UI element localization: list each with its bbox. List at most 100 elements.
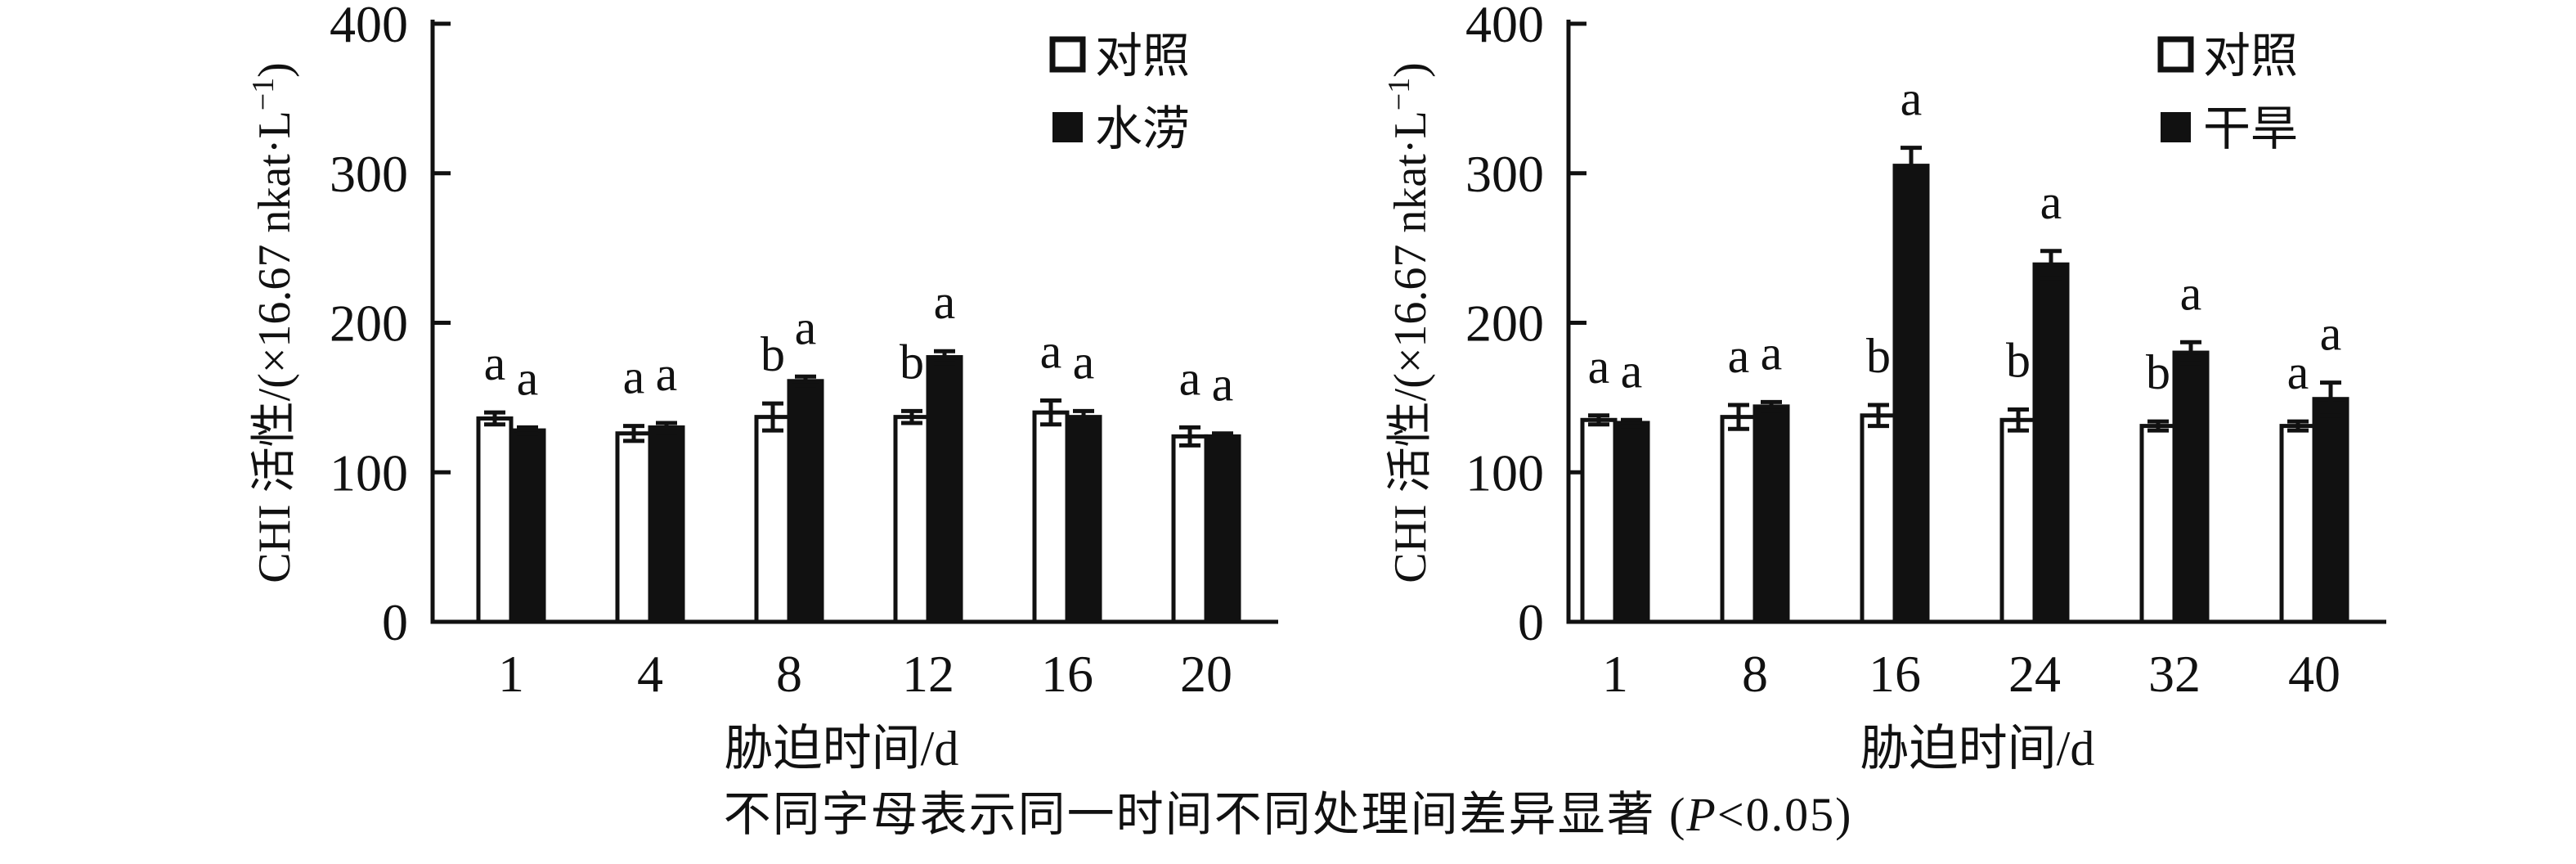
error-bar — [2147, 419, 2169, 433]
error-bar — [1212, 431, 1233, 442]
bar-control-day8 — [1720, 415, 1757, 624]
bar-control-day8 — [754, 415, 792, 624]
error-bar — [1728, 403, 1749, 431]
y-tick-label: 400 — [330, 0, 408, 53]
error-bar — [1040, 398, 1061, 427]
legend-label-control: 对照 — [1095, 29, 1190, 83]
x-tick-label: 8 — [1742, 645, 1768, 703]
significance-letter: a — [2287, 345, 2309, 399]
y-tick-label: 0 — [382, 593, 408, 651]
x-tick-label: 8 — [776, 645, 802, 703]
significance-letter: b — [1866, 329, 1891, 383]
significance-letter: a — [517, 351, 539, 405]
legend-swatch-control — [2157, 36, 2194, 73]
error-bar — [484, 410, 505, 427]
caption-p-symbol: P — [1686, 788, 1717, 841]
significance-letter: b — [2146, 345, 2170, 399]
significance-letter: a — [656, 347, 678, 401]
significance-letter: a — [1761, 326, 1783, 380]
bar-control-day12 — [893, 415, 931, 624]
figure-caption: 不同字母表示同一时间不同处理间差异显著 (P<0.05) — [0, 776, 2576, 844]
bar-drought-day32 — [2172, 350, 2210, 624]
x-tick-label: 20 — [1180, 645, 1232, 703]
error-bar — [1179, 425, 1200, 448]
error-bar — [2180, 340, 2201, 366]
bar-drought-day24 — [2032, 262, 2070, 624]
significance-letter: a — [1073, 335, 1095, 389]
significance-letter: a — [1901, 72, 1923, 126]
bar-drought-day40 — [2312, 397, 2349, 624]
caption-threshold: <0.05) — [1717, 788, 1853, 841]
significance-letter: b — [761, 327, 785, 381]
x-tick-label: 16 — [1869, 645, 1921, 703]
significance-letter: a — [2320, 307, 2342, 361]
bar-drought-day1 — [1613, 421, 1650, 624]
significance-letter: a — [2180, 266, 2202, 320]
x-tick-label: 12 — [902, 645, 954, 703]
significance-letter: b — [900, 335, 924, 389]
bar-waterlogging-day4 — [648, 425, 685, 624]
y-tick-label: 200 — [330, 295, 408, 353]
legend-label-waterlogging: 水涝 — [1095, 102, 1190, 155]
significance-letter: a — [623, 350, 645, 404]
significance-letter: a — [1179, 351, 1201, 405]
bar-drought-day8 — [1752, 404, 1790, 624]
legend-swatch-control — [1049, 36, 1086, 73]
bar-control-day16 — [1860, 413, 1897, 624]
bar-control-day20 — [1171, 434, 1209, 624]
x-axis-title: 胁迫时间/d — [725, 722, 959, 776]
x-tick-label: 24 — [2008, 645, 2061, 703]
y-tick-label: 300 — [1465, 145, 1544, 203]
error-bar — [934, 349, 955, 366]
significance-letter: a — [1212, 358, 1234, 412]
y-tick-label: 200 — [1465, 295, 1544, 353]
error-bar — [1588, 413, 1609, 427]
bar-control-day32 — [2139, 424, 2177, 624]
bar-waterlogging-day20 — [1204, 434, 1241, 624]
bar-drought-day16 — [1892, 164, 1930, 624]
error-bar — [517, 425, 538, 436]
x-tick-label: 40 — [2288, 645, 2340, 703]
error-bar — [623, 424, 644, 443]
caption-text: 不同字母表示同一时间不同处理间差异显著 ( — [723, 788, 1687, 841]
bar-control-day40 — [2279, 424, 2317, 624]
bar-control-day24 — [1999, 417, 2037, 624]
x-tick-label: 4 — [637, 645, 663, 703]
significance-letter: a — [1040, 325, 1062, 379]
bar-control-day1 — [1580, 417, 1618, 624]
legend-swatch-drought — [2161, 112, 2191, 142]
error-bar — [2040, 249, 2062, 281]
x-tick-label: 32 — [2148, 645, 2201, 703]
significance-letter: a — [1588, 340, 1610, 394]
y-tick-label: 100 — [1465, 443, 1544, 502]
error-bar — [795, 374, 816, 388]
error-bar — [2320, 380, 2341, 418]
error-bar — [1761, 399, 1782, 413]
bar-waterlogging-day1 — [509, 428, 546, 624]
y-axis-title: CHI 活性/(×16.67 nkat·L−1) — [1382, 62, 1436, 583]
significance-letter: a — [795, 300, 817, 354]
y-tick-label: 300 — [330, 145, 408, 203]
bar-waterlogging-day12 — [926, 355, 963, 624]
x-tick-label: 1 — [1602, 645, 1628, 703]
y-axis-title: CHI 活性/(×16.67 nkat·L−1) — [246, 62, 300, 583]
significance-letter: a — [2040, 175, 2062, 229]
y-tick-label: 100 — [330, 443, 408, 502]
x-axis-title: 胁迫时间/d — [1860, 722, 2095, 776]
significance-letter: a — [1621, 344, 1643, 398]
significance-letter: a — [934, 275, 956, 329]
error-bar — [1901, 146, 1922, 187]
error-bar — [2008, 407, 2029, 433]
bar-control-day1 — [476, 416, 514, 624]
legend-swatch-waterlogging — [1052, 112, 1083, 142]
significance-letter: a — [1728, 329, 1750, 383]
significance-letter: a — [484, 336, 506, 390]
legend-label-drought: 干旱 — [2203, 102, 2298, 155]
legend-label-control: 对照 — [2203, 29, 2298, 83]
error-bar — [656, 421, 677, 434]
bar-waterlogging-day16 — [1065, 415, 1102, 624]
